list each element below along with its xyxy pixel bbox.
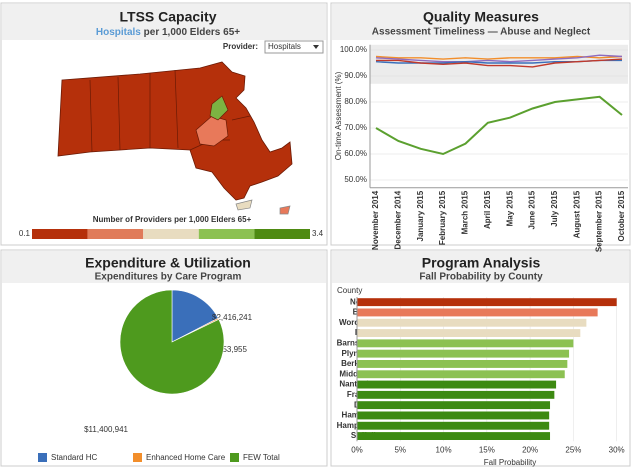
panel: [330, 249, 631, 467]
region: [195, 115, 229, 147]
legend-title: Number of Providers per 1,000 Elders 65+: [93, 215, 252, 224]
bar: [357, 370, 565, 379]
panel-title: Program Analysis: [422, 255, 541, 271]
data-label: $2,416,241: [212, 313, 253, 322]
legend-swatch: [32, 229, 88, 239]
data-label: $53,955: [218, 345, 247, 354]
y-tick-label: 60.0%: [344, 149, 367, 158]
y-tick-label: 50.0%: [344, 175, 367, 184]
bar: [357, 318, 587, 327]
bar: [357, 360, 568, 368]
line-series: [376, 58, 623, 68]
y-tick-label: 70.0%: [344, 123, 367, 132]
panel-title: LTSS Capacity: [120, 9, 217, 25]
legend-swatch: [254, 229, 310, 239]
x-tick-label: June 2015: [528, 190, 537, 229]
subtitle-rest: per 1,000 Elders 65+: [144, 27, 241, 38]
county-border: [89, 69, 251, 153]
region: [209, 95, 229, 121]
legend-swatch: [38, 453, 47, 462]
panel-title: Expenditure & Utilization: [85, 255, 251, 271]
y-axis-title: On-time Assessment (%): [334, 71, 343, 160]
panel-title: Quality Measures: [423, 9, 539, 25]
bar: [357, 329, 581, 337]
pie-slice: [119, 289, 225, 395]
bar: [357, 390, 555, 399]
x-tick-label: February 2015: [438, 190, 447, 245]
x-tick-label: 0%: [351, 445, 363, 454]
bar: [357, 339, 574, 348]
legend-swatch: [230, 453, 239, 462]
y-tick-label: 80.0%: [344, 97, 367, 106]
bar: [357, 380, 557, 389]
x-tick-label: 5%: [394, 445, 406, 454]
line-series: [375, 95, 623, 156]
x-tick-label: October 2015: [617, 190, 626, 241]
bar: [357, 349, 570, 358]
line-series: [375, 54, 623, 63]
x-axis-title: Fall Probability: [484, 458, 536, 467]
legend-swatch: [198, 229, 255, 239]
dropdown-arrow: [313, 45, 319, 49]
provider-dropdown[interactable]: [264, 40, 324, 54]
x-tick-label: August 2015: [572, 190, 581, 238]
legend-label: Enhanced Home Care: [146, 453, 226, 462]
x-tick-label: May 2015: [505, 190, 514, 226]
x-tick-label: July 2015: [550, 190, 559, 227]
region: [235, 199, 253, 211]
legend-swatch: [133, 453, 142, 462]
panel: [330, 2, 631, 246]
subtitle-highlight: Hospitals: [96, 27, 141, 38]
legend-max: 3.4: [312, 229, 324, 238]
panel-header: [2, 251, 326, 283]
map: [57, 61, 293, 215]
x-tick-label: December 2014: [393, 190, 402, 249]
x-tick-label: 30%: [609, 445, 625, 454]
bar: [357, 401, 551, 410]
bar: [357, 421, 550, 430]
x-tick-label: April 2015: [483, 190, 492, 229]
plot-band: [370, 44, 628, 84]
x-tick-label: September 2015: [595, 190, 604, 252]
column-header: County: [337, 286, 362, 295]
panel-header: [2, 4, 326, 40]
bar: [357, 308, 598, 317]
y-tick-label: 100.0%: [340, 45, 367, 54]
panel-subtitle: Fall Probability by County: [419, 272, 543, 283]
legend-label: Standard HC: [51, 453, 97, 462]
pie-slice: [171, 289, 219, 343]
panel-subtitle: Assessment Timeliness — Abuse and Neglec…: [372, 27, 591, 38]
provider-label: Provider:: [223, 42, 258, 51]
x-tick-label: 10%: [436, 445, 452, 454]
bar: [357, 432, 551, 440]
y-tick-label: 90.0%: [344, 71, 367, 80]
x-tick-label: 25%: [565, 445, 581, 454]
legend-swatch: [87, 229, 144, 239]
x-tick-label: January 2015: [416, 190, 425, 241]
x-tick-label: March 2015: [461, 190, 470, 234]
panel-header: [332, 251, 629, 283]
bar: [357, 411, 550, 420]
panel-subtitle: Hospitals per 1,000 Elders 65+: [96, 27, 240, 38]
bar: [357, 298, 617, 307]
panel-header: [332, 4, 629, 40]
data-label: $11,400,941: [84, 425, 128, 434]
provider-value[interactable]: Hospitals: [268, 42, 301, 51]
color-legend: [32, 229, 310, 239]
legend-label: FEW Total: [243, 453, 280, 462]
x-tick-label: 20%: [522, 445, 538, 454]
panel-subtitle: Expenditures by Care Program: [95, 272, 242, 283]
x-tick-label: November 2014: [371, 190, 380, 250]
legend-min: 0.1: [19, 229, 31, 238]
legend-swatch: [143, 229, 199, 239]
region: [57, 61, 293, 201]
x-tick-label: 15%: [479, 445, 495, 454]
region: [279, 205, 291, 215]
